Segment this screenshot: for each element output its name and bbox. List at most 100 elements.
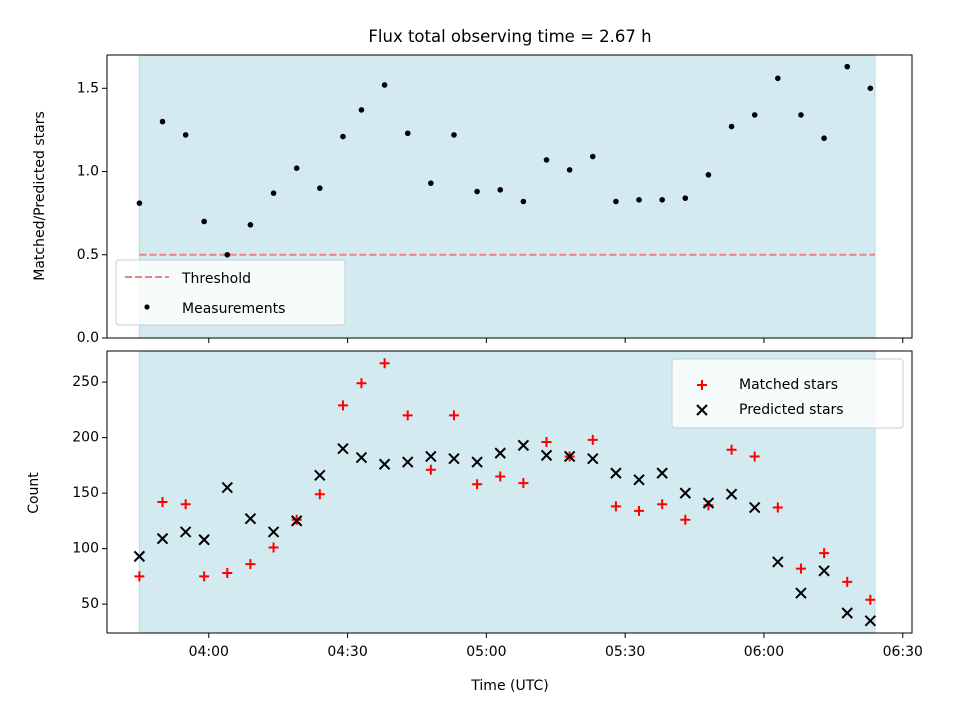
matched-star-point	[402, 410, 413, 421]
measurement-point	[136, 200, 143, 206]
predicted-star-point	[448, 452, 460, 465]
legend-matched-label: Matched stars	[739, 377, 838, 393]
predicted-star-point	[179, 526, 192, 538]
chart-title: Flux total observing time = 2.67 h	[368, 27, 651, 46]
measurement-point	[404, 130, 411, 137]
matched-star-point	[819, 548, 830, 559]
count-legend-box	[671, 358, 904, 429]
measurement-point	[358, 107, 365, 113]
time-x-label: Time (UTC)	[470, 678, 548, 694]
matched-star-point	[199, 571, 210, 582]
predicted-star-point	[471, 456, 483, 468]
measurement-point	[728, 123, 735, 130]
predicted-star-point	[267, 526, 280, 538]
ratio-y-axis: 0.0 0.5 1.0 1.5	[77, 80, 107, 346]
matched-star-point	[865, 594, 876, 605]
count-y-tick-label: 50	[81, 596, 99, 612]
matched-star-point	[268, 542, 279, 553]
matched-star-point	[157, 496, 168, 507]
measurement-point	[566, 167, 573, 173]
ratio-y-tick-label: 1.5	[77, 80, 99, 96]
measurement-point	[317, 185, 323, 191]
count-y-label: Count	[26, 472, 42, 514]
matched-star-point	[726, 444, 737, 455]
predicted-star-point	[517, 439, 530, 452]
matched-star-point	[541, 437, 552, 448]
measurement-point	[428, 180, 434, 186]
predicted-star-point	[402, 456, 414, 468]
predicted-star-point	[425, 450, 437, 463]
count-panel: 50 100 150 200 250 04:00 04:30 05:00 05:30 06:00…	[26, 350, 923, 694]
matched-star-point	[749, 451, 760, 462]
count-y-axis: 50 100 150 200 250	[72, 374, 107, 612]
predicted-star-point	[818, 565, 830, 577]
predicted-star-point	[563, 450, 576, 463]
predicted-star-point	[133, 550, 146, 563]
matched-star-point	[314, 489, 325, 500]
measurement-points	[136, 63, 874, 258]
matched-star-point	[795, 563, 806, 574]
predicted-star-point	[679, 487, 692, 499]
measurement-point	[636, 197, 642, 203]
legend-measurement-swatch	[144, 304, 150, 310]
ratio-y-tick-label: 1.0	[77, 164, 99, 180]
legend-measurement-label: Measurements	[182, 301, 285, 317]
measurement-point	[589, 153, 596, 160]
matched-star-point	[222, 568, 233, 579]
measurement-point	[867, 85, 874, 92]
predicted-star-point	[355, 451, 368, 464]
matched-star-point	[472, 479, 483, 490]
matched-star-point	[587, 434, 598, 445]
predicted-star-point	[864, 615, 877, 627]
measurement-point	[751, 112, 758, 118]
predicted-star-point	[587, 452, 599, 465]
measurement-point	[270, 190, 277, 196]
predicted-star-point	[633, 474, 645, 486]
time-x-tick-label: 05:00	[466, 644, 506, 660]
matched-star-point	[610, 501, 621, 512]
measurement-point	[705, 172, 712, 178]
time-x-tick-label: 04:30	[327, 644, 367, 660]
matched-star-point	[680, 514, 691, 525]
legend-threshold-label: Threshold	[181, 271, 251, 287]
predicted-star-point	[610, 467, 622, 479]
legend-matched-swatch	[697, 380, 707, 390]
matched-star-point	[245, 559, 256, 570]
measurement-point	[520, 198, 527, 205]
time-x-tick-label: 06:30	[883, 644, 923, 660]
predicted-star-point	[290, 515, 303, 527]
count-y-tick-label: 200	[72, 430, 99, 446]
measurement-point	[613, 198, 619, 205]
matched-star-point	[634, 505, 645, 516]
matched-star-point	[842, 576, 853, 587]
measurement-point	[775, 75, 781, 82]
ratio-y-label: Matched/Predicted stars	[32, 111, 48, 281]
predicted-star-point	[841, 607, 853, 619]
predicted-star-point	[725, 488, 738, 500]
measurement-point	[798, 112, 804, 118]
ratio-x-ticks	[208, 338, 904, 343]
matched-star-point	[518, 478, 529, 489]
ratio-panel: 0.0 0.5 1.0 1.5 Matched/Predicted stars Thr…	[32, 54, 913, 346]
predicted-star-point	[244, 512, 257, 525]
time-x-tick-label: 04:00	[189, 644, 229, 660]
ratio-y-tick-label: 0.5	[77, 247, 99, 263]
count-legend: Matched stars Predicted stars	[671, 358, 904, 429]
matched-star-point	[772, 502, 783, 513]
measurement-point	[340, 133, 346, 140]
measurement-point	[844, 63, 851, 70]
measurement-point	[543, 157, 550, 163]
measurement-point	[247, 222, 254, 228]
measurement-point	[201, 218, 207, 225]
predicted-star-point	[795, 587, 807, 599]
matched-star-point	[337, 400, 348, 411]
time-x-tick-label: 05:30	[605, 644, 645, 660]
measurement-point	[497, 187, 504, 193]
predicted-star-point	[494, 447, 506, 459]
predicted-star-point	[314, 469, 326, 482]
legend-predicted-label: Predicted stars	[739, 402, 844, 418]
measurement-point	[474, 188, 480, 195]
matched-stars-points	[134, 358, 876, 605]
predicted-star-point	[540, 449, 553, 462]
